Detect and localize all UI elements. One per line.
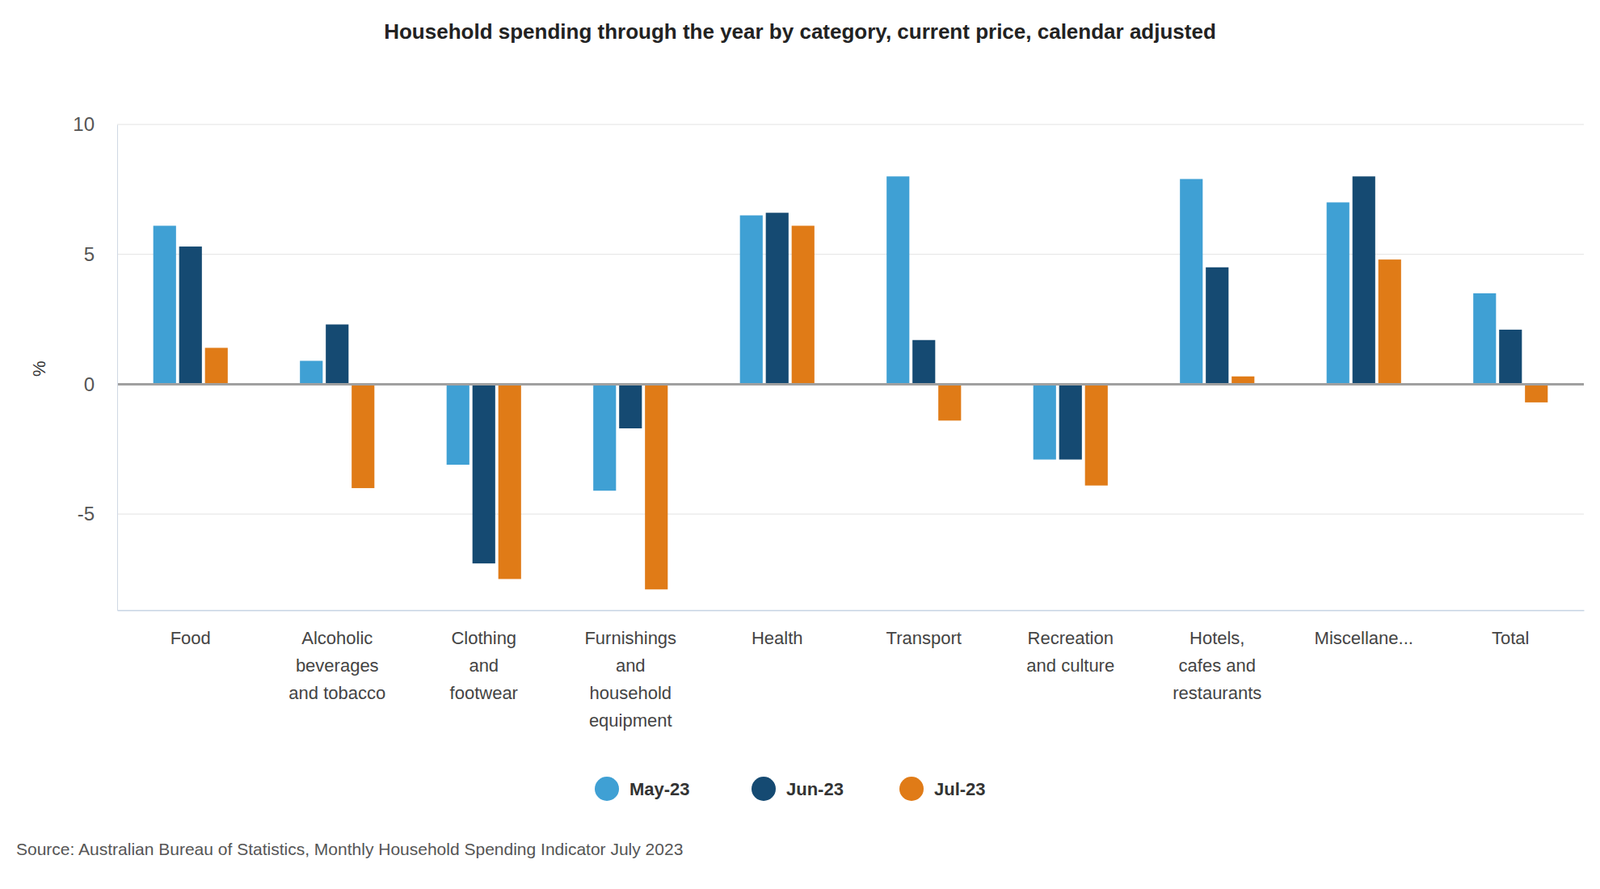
x-tick-label: Clothingandfootwear: [450, 627, 518, 704]
legend-item: Jul-23: [899, 776, 986, 801]
y-tick-label: 0: [84, 373, 95, 396]
legend: May-23 Jun-23 Jul-23: [594, 776, 986, 801]
grid-line: [117, 124, 1584, 126]
grid: [117, 124, 1584, 514]
bar: [593, 383, 616, 491]
bar: [153, 225, 177, 384]
bar: [912, 340, 935, 385]
x-tick-label: Hotels,cafes andrestaurants: [1172, 627, 1262, 704]
x-tick: Hotels,cafes andrestaurants: [1172, 627, 1262, 704]
y-tick-label: 10: [72, 113, 95, 135]
x-tick: Total: [1491, 627, 1529, 649]
x-tick-label: Alcoholicbeveragesand tobacco: [288, 627, 386, 704]
bar: [1059, 383, 1083, 459]
chart: Household spending through the year by c…: [0, 0, 1600, 889]
bar: [1524, 383, 1548, 402]
legend-item: Jun-23: [751, 776, 844, 801]
source: Source: Australian Bureau of Statistics,…: [16, 839, 683, 859]
y-tick: -5: [77, 502, 118, 525]
title: Household spending through the year by c…: [383, 19, 1217, 44]
y-tick: 5: [84, 243, 118, 266]
bar: [1326, 202, 1350, 384]
bar: [205, 347, 228, 384]
bar: [618, 383, 642, 429]
y-tick-label: -5: [77, 502, 95, 525]
bar: [740, 214, 763, 384]
bar: [886, 176, 910, 384]
zero-line: [117, 383, 1584, 386]
bar: [1352, 176, 1376, 384]
y-axis-title: %: [29, 360, 50, 377]
x-tick: Alcoholicbeveragesand tobacco: [288, 627, 386, 704]
legend-item: May-23: [594, 776, 691, 801]
bar: [1498, 329, 1522, 384]
x-tick-label: Miscellane...: [1314, 627, 1414, 649]
bar: [351, 383, 375, 489]
legend-swatch: [899, 776, 924, 801]
x-tick-label: Furnishingsandhouseholdequipment: [584, 627, 677, 731]
x-tick: Miscellane...: [1314, 627, 1414, 649]
x-tick-label: Total: [1491, 627, 1529, 649]
x-tick-label: Health: [751, 627, 804, 649]
x-tick: Recreationand culture: [1026, 627, 1115, 676]
bar: [325, 324, 349, 384]
bar: [1085, 383, 1108, 485]
y-tick-label: 5: [84, 243, 95, 266]
x-axis-line: [117, 610, 1585, 612]
bar: [472, 383, 496, 564]
legend-label: May-23: [629, 778, 691, 800]
bar: [179, 246, 203, 384]
bar: [791, 225, 815, 384]
bar: [938, 383, 961, 421]
bars: [153, 176, 1549, 590]
legend-label: Jun-23: [786, 778, 844, 800]
bar: [1033, 383, 1057, 459]
x-tick: Transport: [886, 627, 962, 649]
bar: [446, 383, 470, 465]
x-axis: Food Alcoholicbeveragesand tobacco Clothin…: [117, 610, 1585, 732]
y-axis: -5 0 5 10: [72, 113, 118, 611]
x-tick-label: Transport: [886, 627, 962, 649]
x-tick-label: Food: [170, 627, 211, 649]
legend-swatch: [751, 776, 776, 801]
x-tick: Food: [170, 627, 211, 649]
grid-line: [117, 383, 1584, 386]
bar: [498, 383, 522, 579]
bar: [1378, 259, 1402, 384]
bar: [1473, 293, 1496, 384]
y-tick: 10: [72, 113, 118, 135]
bar: [766, 212, 789, 384]
x-tick: Clothingandfootwear: [450, 627, 518, 704]
bar: [1205, 267, 1229, 385]
y-axis-line: [117, 125, 118, 611]
bar: [1179, 178, 1203, 384]
x-tick-label: Recreationand culture: [1026, 627, 1115, 676]
y-tick: 0: [84, 373, 118, 396]
bar: [644, 383, 668, 590]
grid-line: [117, 513, 1584, 515]
x-tick: Health: [751, 627, 804, 649]
legend-label: Jul-23: [934, 778, 986, 800]
bar: [299, 360, 323, 384]
x-tick: Furnishingsandhouseholdequipment: [584, 627, 677, 731]
legend-swatch: [594, 776, 619, 801]
